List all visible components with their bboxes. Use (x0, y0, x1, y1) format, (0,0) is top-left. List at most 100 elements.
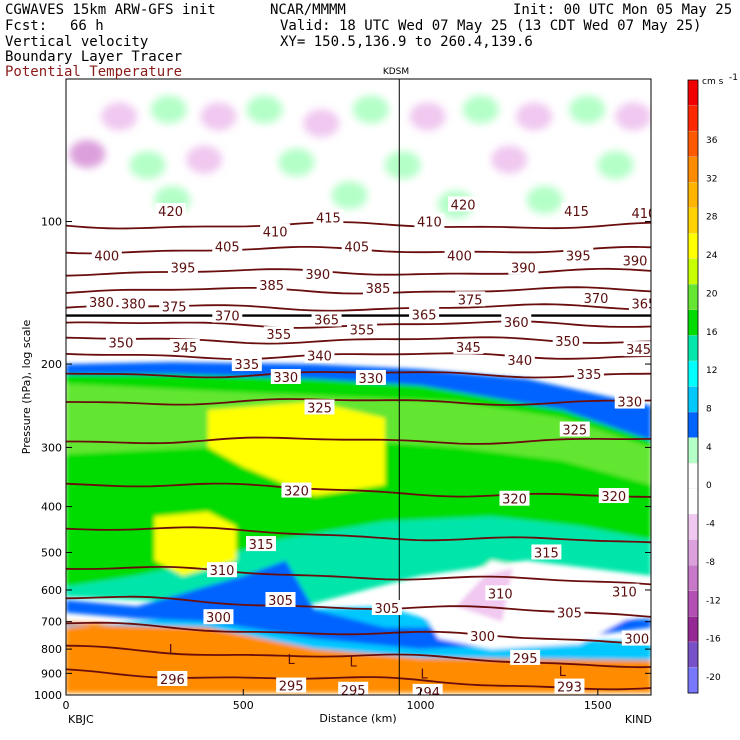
y-tick-label: 200 (41, 358, 62, 371)
theta-label-bg (614, 393, 645, 409)
colorbar-cell (687, 207, 699, 234)
org-label: NCAR/MMMM (270, 2, 346, 18)
x-axis-label: Distance (km) (319, 712, 396, 725)
colorbar-tick-label: 20 (706, 289, 718, 299)
field2-label: Boundary Layer Tracer (5, 49, 183, 65)
x-tick-label: 1500 (584, 699, 612, 712)
colorbar-tick-label: 24 (706, 251, 718, 261)
colorbar-cell (687, 130, 699, 158)
theta-label: 390 (305, 268, 330, 283)
theta-contour-line (66, 565, 651, 586)
stratosphere-blobs (69, 95, 651, 219)
theta-label: 415 (316, 211, 341, 226)
theta-label-bg (155, 202, 186, 218)
theta-label-bg (203, 609, 234, 625)
theta-label-bg (169, 338, 200, 354)
velocity-blob (69, 139, 106, 168)
theta-label: 305 (557, 607, 582, 622)
y-tick-label: 600 (41, 584, 62, 597)
theta-label: 370 (584, 292, 609, 307)
theta-label: 410 (631, 207, 656, 222)
colorbar-cell (687, 616, 699, 643)
theta-contour-line (66, 621, 651, 646)
colorbar-tick-label: -16 (706, 635, 721, 645)
colorbar-cell (687, 360, 699, 388)
theta-label: 375 (162, 300, 187, 315)
station-left-label: KBJC (68, 713, 94, 726)
theta-label: 355 (350, 323, 375, 338)
velocity-blob (597, 151, 634, 180)
theta-label: 315 (249, 538, 274, 553)
theta-label-bg (86, 294, 117, 310)
blue-band-upper (66, 362, 651, 441)
valid-label: Valid: 18 UTC Wed 07 May 25 (13 CDT Wed … (280, 18, 702, 34)
theta-label-bg (246, 536, 276, 552)
theta-label: 360 (504, 316, 529, 331)
velocity-blob (101, 102, 138, 131)
velocity-blob (200, 102, 237, 131)
theta-label: 300 (206, 611, 231, 626)
colorbar-cell (687, 539, 699, 566)
theta-label: 330 (273, 371, 298, 386)
theta-label: 295 (513, 652, 538, 667)
velocity-blob (384, 151, 421, 180)
colorbar-cell (687, 437, 699, 464)
theta-label: 395 (566, 250, 591, 265)
colorbar-tick-label: 28 (706, 213, 718, 223)
theta-label-bg (581, 289, 612, 305)
theta-label-bg (453, 338, 484, 354)
velocity-bands (66, 362, 651, 693)
colorbar-tick-label: -4 (706, 520, 715, 530)
theta-label-bg (499, 490, 530, 506)
theta-label-bg (621, 630, 651, 646)
theta-label-bg (265, 591, 296, 607)
theta-contour-line (66, 595, 651, 618)
velocity-blob (246, 95, 283, 124)
theta-label: 365 (412, 308, 437, 323)
theta-label: 415 (564, 205, 589, 220)
theta-label-bg (485, 585, 516, 601)
theta-label: 345 (172, 341, 197, 356)
theta-label-bg (304, 347, 335, 363)
theta-label-bg (105, 334, 136, 350)
theta-label-bg (554, 678, 585, 694)
theta-label-bg (313, 209, 344, 225)
theta-label-bg (260, 223, 291, 239)
y-tick-label: 500 (41, 546, 62, 559)
theta-label-bg (281, 482, 312, 498)
colorbar-unit: cm s (702, 77, 724, 87)
theta-label: 300 (624, 633, 649, 648)
theta-label: 365 (631, 298, 656, 313)
theta-label: 400 (94, 250, 119, 265)
theta-label: 405 (344, 241, 369, 256)
theta-label: 305 (268, 594, 293, 609)
theta-contour-line (66, 436, 651, 445)
model-title: CGWAVES 15km ARW-GFS init (5, 2, 216, 18)
low-marker: L (288, 653, 296, 668)
colorbar-tick-label: 0 (706, 481, 712, 491)
theta-label-bg (559, 421, 590, 437)
y-tick-label: 800 (41, 643, 62, 656)
theta-label: 320 (284, 485, 309, 500)
low-marker: L (350, 656, 358, 671)
theta-label: 295 (341, 684, 366, 699)
theta-contour-line (66, 221, 651, 230)
theta-label-bg (628, 295, 651, 311)
velocity-blob (569, 95, 606, 124)
warm-updraft-band (66, 621, 651, 693)
theta-label: 350 (109, 336, 134, 351)
theta-label: 315 (534, 546, 559, 561)
colorbar-cell (687, 462, 699, 490)
y-tick-label: 400 (41, 501, 62, 514)
theta-label: 420 (451, 198, 476, 213)
fcst-value: 66 h (70, 18, 104, 34)
theta-label: 405 (215, 241, 240, 256)
velocity-blob (352, 95, 389, 124)
theta-label: 370 (215, 310, 240, 325)
theta-label: 385 (366, 282, 391, 297)
theta-label: 345 (626, 343, 651, 358)
theta-label-bg (448, 196, 479, 212)
theta-contour-line (66, 398, 651, 406)
theta-label: 390 (623, 255, 648, 270)
